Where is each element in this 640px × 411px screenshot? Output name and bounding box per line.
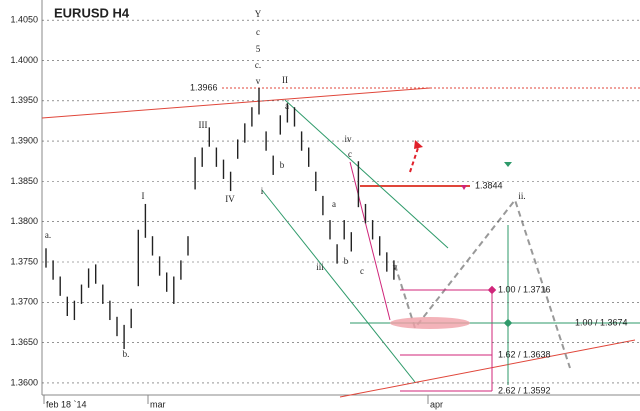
annotation: 5 (256, 44, 261, 54)
annotation: c (256, 27, 260, 37)
x-tick-label: apr (430, 399, 443, 409)
projection (394, 197, 571, 369)
annotation: a (285, 101, 289, 111)
y-tick-label: 1.4050 (10, 15, 38, 25)
y-tick-label: 1.3600 (10, 377, 38, 387)
analysis-lines (41, 87, 640, 398)
annotation: b (280, 160, 285, 170)
annotation: a (332, 199, 336, 209)
annotation: ii. (518, 191, 525, 201)
annotation: 2.62 / 1.3592 (498, 385, 551, 395)
annotation: 1.00 / 1.3716 (498, 284, 551, 294)
annotation: v (256, 76, 261, 86)
marker (487, 285, 497, 295)
y-tick-label: 1.3850 (10, 176, 38, 186)
y-tick-label: 1.4000 (10, 55, 38, 65)
y-tick-label: 1.3950 (10, 95, 38, 105)
annotation: c (348, 149, 352, 159)
marker (503, 318, 513, 328)
annotation: III (199, 120, 208, 130)
x-tick-label: feb 18 `14 (46, 399, 87, 409)
target-zone (390, 317, 470, 329)
annotation: 1.62 / 1.3638 (498, 349, 551, 359)
trend-line (339, 339, 636, 398)
annotation: i (261, 186, 264, 196)
y-tick-label: 1.3650 (10, 337, 38, 347)
annotation: b. (123, 349, 130, 359)
y-tick-label: 1.3750 (10, 256, 38, 266)
y-tick-label: 1.3800 (10, 216, 38, 226)
chart-title: EURUSD H4 (54, 5, 130, 20)
arrow-head (414, 140, 423, 149)
annotation: 1.3844 (475, 180, 503, 190)
annotation: c (360, 266, 364, 276)
annotation: v (393, 262, 398, 272)
channel-line (284, 99, 449, 249)
y-tick-label: 1.3900 (10, 135, 38, 145)
marker (504, 162, 512, 167)
annotation: c. (255, 60, 261, 70)
x-tick-label: mar (150, 399, 166, 409)
channel-line (261, 189, 416, 383)
annotation: b (344, 256, 349, 266)
annotation: Y (255, 9, 262, 19)
annotation: iii (316, 262, 324, 272)
wave-line (349, 161, 391, 321)
annotation: IV (225, 194, 235, 204)
annotation: iv (344, 134, 352, 144)
annotation: 1.3966 (190, 82, 218, 92)
marker (461, 185, 467, 190)
y-tick-label: 1.3700 (10, 297, 38, 307)
annotation: 1.00 / 1.3674 (575, 317, 628, 327)
trend-line (41, 87, 431, 119)
annotation: II (282, 75, 288, 85)
annotation: I (142, 191, 145, 201)
annotation: a. (45, 230, 51, 240)
arrow (409, 144, 420, 173)
